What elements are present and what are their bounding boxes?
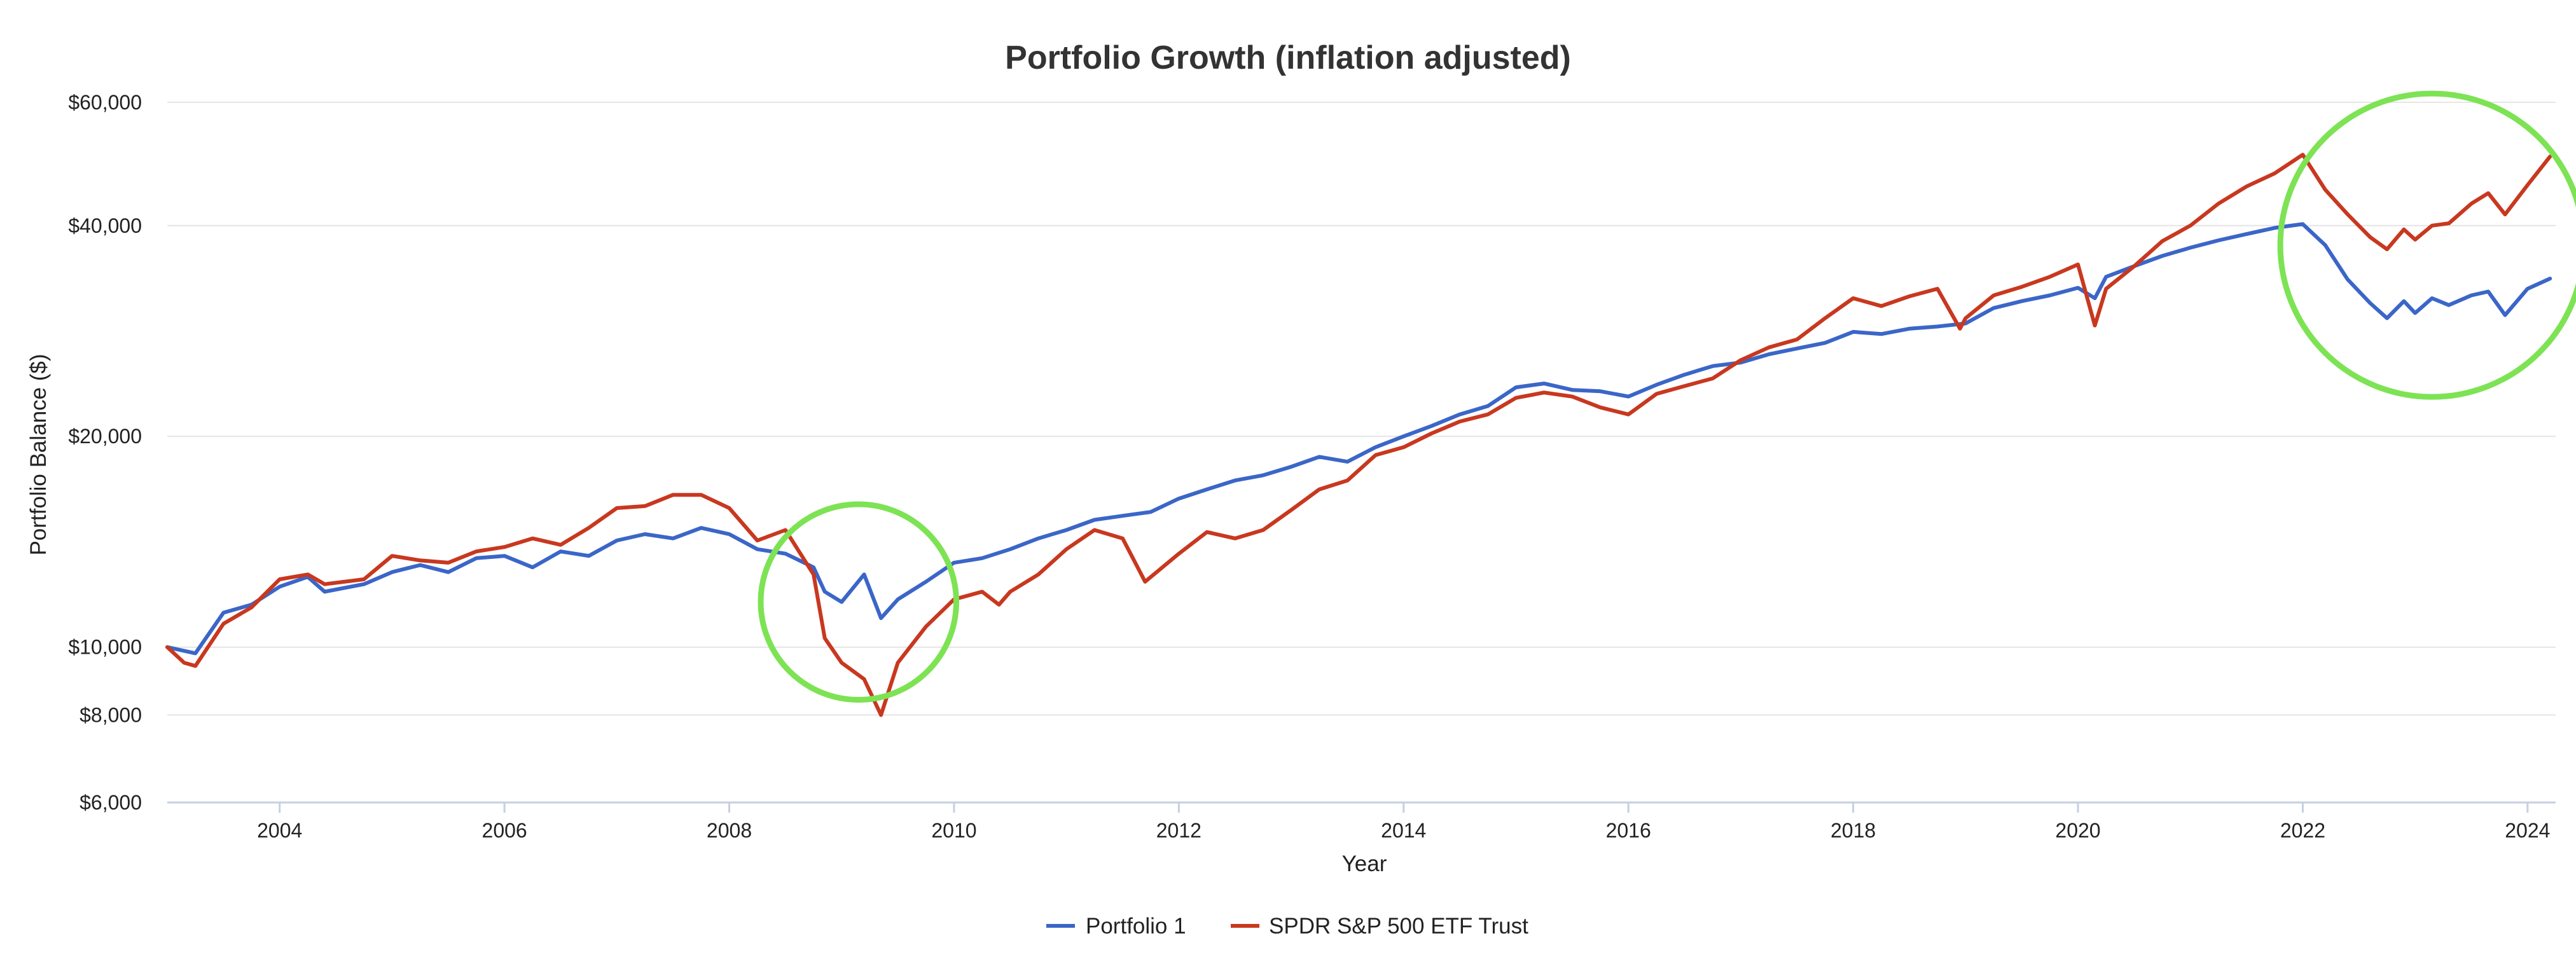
x-tick-label-2022: 2022	[2280, 819, 2325, 842]
x-tick-label-2014: 2014	[1381, 819, 1426, 842]
x-axis-title: Year	[1342, 851, 1387, 876]
series-line-portfolio-1	[165, 222, 2552, 656]
x-axis: 2004 2006 2008 2010 2012 2014 2016 2018 2020 2022…	[167, 801, 2556, 842]
legend-item-portfolio-1[interactable]: Portfolio 1	[1046, 914, 1186, 939]
chart-title: Portfolio Growth (inflation adjusted)	[1005, 39, 1571, 76]
legend-item-spdr[interactable]: SPDR S&P 500 ETF Trust	[1231, 914, 1528, 939]
y-tick-label-$6,000: $6,000	[80, 791, 142, 814]
y-axis-title: Portfolio Balance ($)	[26, 354, 51, 555]
x-tick-label-2008: 2008	[707, 819, 752, 842]
x-tick-label-2004: 2004	[257, 819, 302, 842]
legend-label-portfolio-1: Portfolio 1	[1086, 914, 1186, 939]
x-tick-label-2006: 2006	[482, 819, 527, 842]
x-tick-label-2020: 2020	[2055, 819, 2100, 842]
y-tick-label-$20,000: $20,000	[68, 425, 142, 448]
y-tick-label-$8,000: $8,000	[80, 703, 142, 726]
highlight-circle-1	[758, 501, 959, 703]
highlight-circle-2	[2277, 90, 2576, 400]
annotations	[758, 90, 2576, 703]
y-axis: $6,000 $8,000 $10,000 $20,000 $40,000 $60,000	[68, 91, 142, 814]
legend: Portfolio 1 SPDR S&P 500 ETF Trust	[1046, 914, 1528, 939]
series-line-spdr	[165, 153, 2552, 717]
series-lines	[165, 153, 2552, 717]
x-tick-label-2016: 2016	[1606, 819, 1651, 842]
x-tick-label-2018: 2018	[1831, 819, 1876, 842]
legend-label-spdr: SPDR S&P 500 ETF Trust	[1269, 914, 1528, 939]
y-tick-label-$60,000: $60,000	[68, 91, 142, 114]
x-tick-label-2012: 2012	[1156, 819, 1201, 842]
gridlines	[167, 101, 2556, 716]
y-tick-label-$40,000: $40,000	[68, 214, 142, 237]
x-tick-label-2010: 2010	[931, 819, 976, 842]
x-tick-label-2024: 2024	[2505, 819, 2550, 842]
y-tick-label-$10,000: $10,000	[68, 636, 142, 659]
